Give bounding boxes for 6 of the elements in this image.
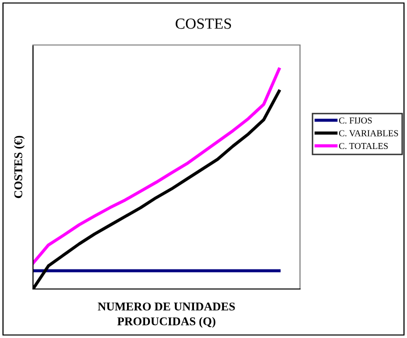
legend-label: C. TOTALES — [339, 142, 388, 150]
chart-title: COSTES — [176, 18, 231, 29]
legend-label: C. FIJOS — [339, 117, 372, 124]
x-axis-title: NUMERO DE UNIDADES PRODUCIDAS (Q) — [98, 302, 235, 328]
legend-label: C. VARIABLES — [339, 130, 398, 136]
y-axis-title: COSTES (€) — [14, 136, 25, 198]
